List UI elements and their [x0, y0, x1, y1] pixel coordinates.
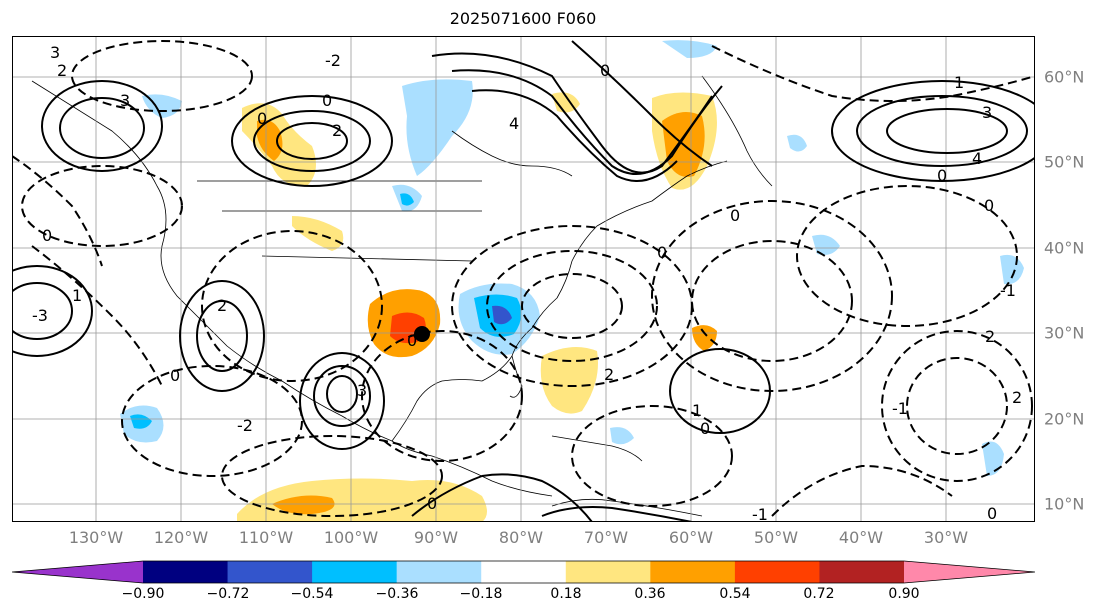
contour-label: 1 [72, 286, 82, 305]
colorbar-tick: 0.36 [634, 586, 666, 602]
cool-patch-greenland [662, 40, 717, 58]
negative-contours [12, 40, 1035, 517]
colorbar-cell [650, 561, 736, 583]
warm-patch-midatlantic [692, 325, 717, 351]
colorbar-tick: 0.18 [550, 586, 582, 602]
contour-label: 3 [120, 91, 130, 110]
coastlines [31, 75, 773, 517]
cool-patch-canada-w [412, 94, 430, 109]
cool-core-pacific [130, 414, 152, 429]
cool-core-greatlakes [400, 193, 414, 206]
colorbar-tick: −0.54 [290, 586, 334, 602]
lon-label: 130°W [68, 528, 124, 547]
graticule [12, 36, 1035, 522]
cool-center-southeast [492, 305, 512, 325]
storm-center-marker [414, 326, 430, 342]
contour-label: -2 [325, 51, 341, 70]
contour-label: 0 [407, 331, 417, 350]
map-panel: 3 2 3 -2 0 2 0 0 -3 1 2 0 -2 3 0 0 0 4 0… [12, 36, 1035, 522]
contour-label: 4 [972, 149, 982, 168]
colorbar [12, 560, 1035, 584]
cool-patch-eastatl [1000, 254, 1024, 285]
lat-label: 20°N [1044, 409, 1085, 429]
colorbar-tick: −0.18 [459, 586, 503, 602]
lon-label: 90°W [413, 528, 459, 547]
contour-label: 1 [954, 73, 964, 92]
warm-core-pacific [272, 495, 335, 515]
map-title: 2025071600 F060 [449, 9, 597, 28]
contour-label: 0 [42, 226, 52, 245]
colorbar-cell [396, 561, 482, 583]
positive-contours [12, 40, 1035, 522]
lon-label: 110°W [238, 528, 294, 547]
colorbar-cell [12, 561, 143, 583]
contour-label: 3 [982, 103, 992, 122]
colorbar-tick: −0.72 [206, 586, 250, 602]
lon-label: 60°W [668, 528, 714, 547]
contour-label: 2 [57, 61, 67, 80]
contour-label: 2 [332, 121, 342, 140]
colorbar-tick: 0.90 [888, 586, 920, 602]
contour-label: 0 [984, 196, 994, 215]
contour-label: 0 [700, 419, 710, 438]
contour-label: 0 [937, 166, 947, 185]
contour-label: 0 [730, 206, 740, 225]
lon-label: 40°W [838, 528, 884, 547]
lat-label: 50°N [1044, 152, 1085, 172]
contour-label: 2 [604, 365, 614, 384]
colorbar-tick: −0.36 [375, 586, 419, 602]
cool-patch-caribbean [610, 427, 634, 445]
contour-labels: 3 2 3 -2 0 2 0 0 -3 1 2 0 -2 3 0 0 0 4 0… [32, 43, 1022, 522]
contour-label: 0 [257, 109, 267, 128]
warm-core-canada [257, 119, 283, 161]
colorbar-cell [312, 561, 398, 583]
contour-label: 2 [1012, 388, 1022, 407]
lat-label: 40°N [1044, 238, 1085, 258]
contour-label: 1 [692, 401, 702, 420]
colorbar-cell [565, 561, 651, 583]
colorbar-cell [734, 561, 820, 583]
lon-label: 50°W [753, 528, 799, 547]
lon-label: 120°W [153, 528, 209, 547]
contour-label: 3 [357, 381, 367, 400]
contour-label: -2 [237, 416, 253, 435]
shaded-anomalies [120, 40, 1024, 522]
warm-patch-caribbean [540, 347, 598, 414]
colorbar-cell [481, 561, 567, 583]
lon-label: 100°W [323, 528, 379, 547]
contour-label: 0 [600, 61, 610, 80]
lat-label: 30°N [1044, 323, 1085, 343]
contour-label: 0 [657, 243, 667, 262]
contour-label: 4 [509, 114, 519, 133]
contour-label: -1 [1000, 281, 1016, 300]
colorbar-tick: −0.90 [121, 586, 165, 602]
contour-label: 3 [50, 43, 60, 62]
contour-label: 0 [427, 494, 437, 513]
lon-label: 30°W [923, 528, 969, 547]
lat-label: 60°N [1044, 67, 1085, 87]
colorbar-tick: 0.72 [803, 586, 835, 602]
contour-label: 2 [985, 327, 995, 346]
contour-label: 2 [217, 296, 227, 315]
colorbar-tick: 0.54 [719, 586, 751, 602]
contour-label: 0 [322, 91, 332, 110]
colorbar-cell [904, 561, 1035, 583]
lat-label: 10°N [1044, 494, 1085, 514]
cool-patch-labrador2 [787, 134, 807, 152]
lon-label: 70°W [583, 528, 629, 547]
contour-label: 0 [170, 366, 180, 385]
contour-label: 0 [987, 504, 997, 522]
contour-label: -1 [892, 399, 908, 418]
contour-label: -1 [752, 505, 768, 522]
contour-label: -3 [32, 306, 48, 325]
lon-label: 80°W [498, 528, 544, 547]
colorbar-cell [819, 561, 905, 583]
colorbar-cell [143, 561, 229, 583]
cool-patch-azores [812, 234, 840, 255]
colorbar-cell [227, 561, 313, 583]
